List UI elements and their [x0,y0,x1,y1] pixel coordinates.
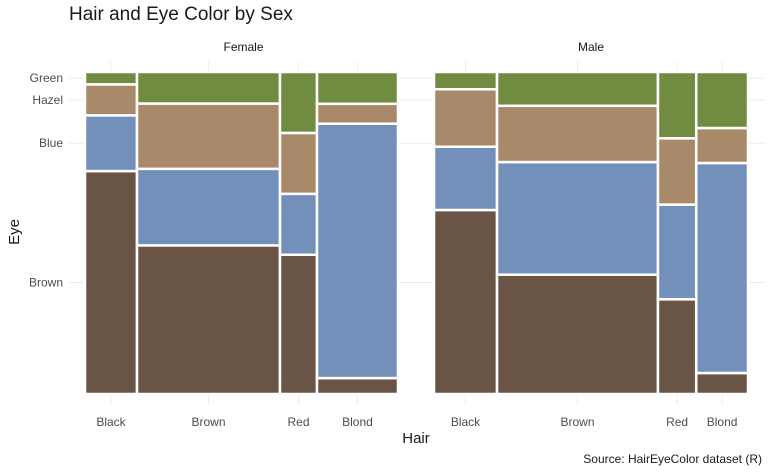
tile-female-brown-blue [135,167,282,247]
tile-male-black-blue [432,145,499,212]
tile-female-brown-hazel [135,102,282,171]
tile-male-red-hazel [656,137,698,206]
x-tick-female-red: Red [287,415,309,429]
tile-male-brown-blue [495,160,660,276]
x-tick-male-brown: Brown [560,415,594,429]
tile-female-blond-brown [315,376,400,396]
tile-male-red-brown [656,298,698,396]
tile-female-red-hazel [278,131,319,196]
tile-female-brown-brown [135,244,282,396]
y-tick-green: Green [30,71,63,85]
tile-male-brown-brown [495,273,660,396]
tile-male-blond-green [694,70,750,130]
x-tick-female-brown: Brown [191,415,225,429]
tile-male-brown-hazel [495,104,660,164]
x-tick-female-blond: Blond [342,415,373,429]
tile-female-black-hazel [83,83,139,117]
tile-male-black-hazel [432,88,499,148]
tile-female-blond-green [315,70,400,106]
tile-female-black-brown [83,169,139,396]
tile-male-blond-hazel [694,126,750,165]
tile-male-black-brown [432,208,499,396]
chart-title: Hair and Eye Color by Sex [69,4,293,25]
tile-female-red-blue [278,192,319,257]
y-axis-title: Eye [6,219,23,245]
tile-male-red-blue [656,203,698,301]
facet-label-male: Male [578,40,604,54]
x-tick-male-red: Red [666,415,688,429]
x-tick-female-black: Black [96,415,126,429]
y-tick-brown: Brown [29,276,63,290]
tile-male-blond-brown [694,371,750,396]
x-axis-title: Hair [402,430,430,447]
tile-male-red-green [656,70,698,140]
tile-female-red-brown [278,253,319,396]
axis-labels: Female Black Brown Red Blond Brown Blue Hazel Gr… [29,40,737,429]
x-tick-male-black: Black [451,415,481,429]
y-tick-hazel: Hazel [32,93,63,107]
tile-male-brown-green [495,70,660,108]
tile-female-red-green [278,70,319,135]
source-caption: Source: HairEyeColor dataset (R) [583,452,762,466]
tile-female-black-blue [83,114,139,173]
tile-female-blond-hazel [315,102,400,125]
tile-male-black-green [432,70,499,91]
mosaic-tiles [83,70,750,396]
tile-female-blond-blue [315,122,400,380]
tile-female-brown-green [135,70,282,105]
y-tick-blue: Blue [39,136,63,150]
tile-male-blond-blue [694,161,750,375]
facet-label-female: Female [223,40,263,54]
x-tick-male-blond: Blond [707,415,738,429]
tile-female-black-green [83,70,139,86]
